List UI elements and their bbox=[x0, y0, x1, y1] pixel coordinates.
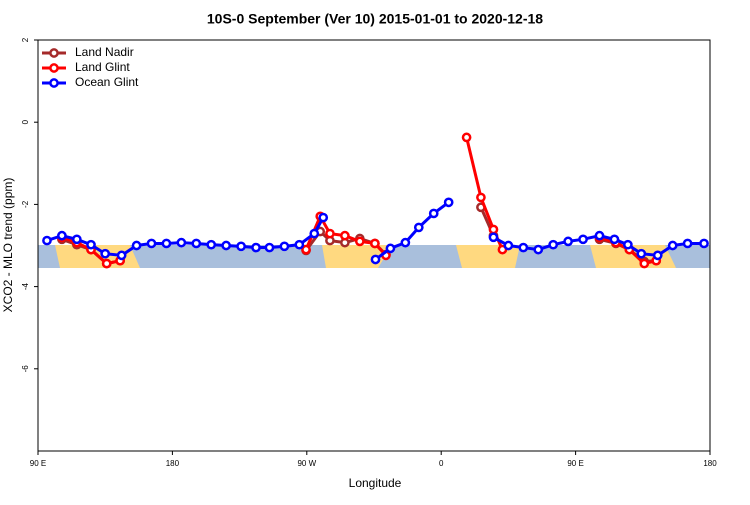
data-point bbox=[413, 222, 424, 233]
data-point bbox=[318, 212, 329, 223]
data-point bbox=[42, 235, 52, 246]
legend-label: Land Nadir bbox=[75, 45, 134, 59]
data-point bbox=[309, 228, 320, 239]
legend-label: Land Glint bbox=[75, 60, 130, 74]
data-point bbox=[609, 234, 620, 245]
chart-title: 10S-0 September (Ver 10) 2015-01-01 to 2… bbox=[207, 11, 543, 27]
data-point bbox=[400, 237, 411, 248]
data-point bbox=[354, 236, 365, 247]
data-point bbox=[176, 237, 187, 248]
data-point bbox=[370, 238, 380, 249]
data-point bbox=[301, 244, 311, 255]
plot-frame bbox=[37, 39, 711, 452]
data-point bbox=[652, 250, 663, 261]
data-point bbox=[428, 208, 439, 219]
y-tick-label: 0 bbox=[21, 119, 30, 124]
data-point bbox=[294, 239, 305, 250]
data-point bbox=[488, 224, 499, 235]
x-tick-label: 90 E bbox=[567, 459, 583, 468]
legend-marker bbox=[49, 63, 59, 73]
x-axis-label: Longitude bbox=[349, 476, 402, 490]
data-point bbox=[682, 238, 693, 249]
data-point bbox=[699, 238, 709, 249]
data-point bbox=[488, 232, 499, 243]
data-point bbox=[264, 242, 275, 253]
y-axis-label: XCO2 - MLO trend (ppm) bbox=[1, 178, 15, 313]
data-point bbox=[206, 239, 217, 250]
data-point bbox=[325, 228, 335, 239]
data-point bbox=[370, 254, 381, 265]
data-point bbox=[443, 197, 454, 208]
data-point bbox=[548, 239, 559, 250]
data-point bbox=[116, 250, 127, 261]
data-point bbox=[639, 258, 650, 269]
data-point bbox=[578, 234, 588, 245]
data-point bbox=[236, 241, 246, 252]
data-point bbox=[131, 240, 142, 251]
y-tick-label: -2 bbox=[21, 200, 30, 208]
data-point bbox=[563, 236, 573, 247]
data-point bbox=[476, 192, 486, 203]
legend-marker bbox=[49, 78, 59, 88]
legend-marker bbox=[49, 48, 59, 58]
data-point bbox=[636, 248, 647, 259]
data-point bbox=[279, 241, 290, 252]
y-tick-label: -4 bbox=[21, 282, 30, 290]
data-point bbox=[101, 258, 112, 269]
data-point bbox=[221, 240, 232, 251]
data-point bbox=[251, 242, 261, 253]
legend-label: Ocean Glint bbox=[75, 75, 139, 89]
x-tick-label: 180 bbox=[166, 459, 180, 468]
data-point bbox=[385, 243, 396, 254]
x-tick-label: 0 bbox=[439, 459, 444, 468]
data-point bbox=[518, 242, 529, 253]
data-point bbox=[667, 240, 678, 251]
data-point bbox=[623, 239, 633, 250]
data-point bbox=[191, 238, 202, 249]
data-point bbox=[161, 238, 172, 249]
data-point bbox=[86, 239, 96, 250]
x-tick-label: 90 W bbox=[297, 459, 316, 468]
data-point bbox=[146, 238, 157, 249]
x-tick-label: 90 E bbox=[30, 459, 46, 468]
data-point bbox=[461, 132, 472, 143]
data-point bbox=[100, 248, 111, 259]
data-point bbox=[71, 234, 82, 245]
data-point bbox=[57, 230, 67, 241]
y-tick-label: -6 bbox=[21, 365, 30, 373]
data-point bbox=[340, 230, 350, 241]
x-tick-label: 180 bbox=[703, 459, 717, 468]
data-point bbox=[594, 230, 605, 241]
data-point bbox=[533, 244, 544, 255]
data-point bbox=[503, 240, 514, 251]
y-tick-label: 2 bbox=[21, 37, 30, 42]
